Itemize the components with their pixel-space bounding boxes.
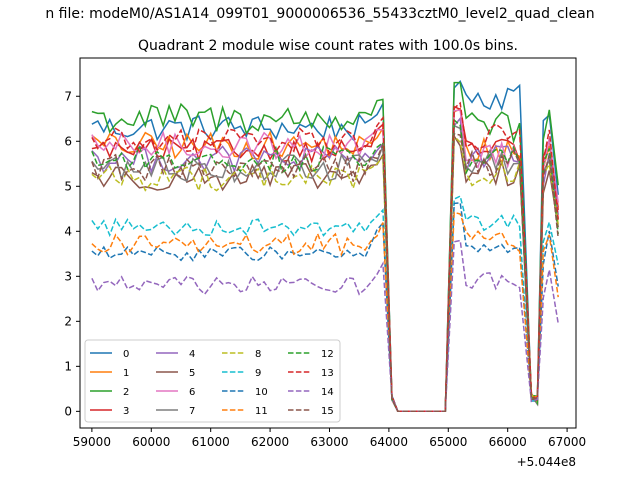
y-tick-label: 3	[64, 269, 72, 283]
legend-label-5: 5	[189, 368, 195, 379]
chart-title: Quadrant 2 module wise count rates with …	[138, 38, 518, 54]
y-tick-label: 5	[64, 179, 72, 193]
series-line-15	[91, 132, 559, 413]
y-tick-label: 6	[64, 134, 72, 148]
legend-label-8: 8	[255, 349, 261, 360]
legend-label-4: 4	[189, 349, 195, 360]
legend-label-2: 2	[123, 387, 129, 398]
series-line-7	[91, 124, 559, 413]
legend-label-3: 3	[123, 406, 129, 417]
legend-label-0: 0	[123, 349, 129, 360]
x-tick-label: 65000	[429, 435, 467, 449]
y-tick-label: 0	[64, 404, 72, 418]
axes-frame	[79, 57, 577, 429]
series-line-10	[91, 201, 559, 413]
x-tick-label: 62000	[251, 435, 289, 449]
legend-label-9: 9	[255, 368, 261, 379]
series-line-6	[91, 109, 559, 413]
x-axis: 59000 60000 61000 62000 63000 64000 65000 66000…	[73, 428, 586, 449]
legend-label-15: 15	[321, 406, 334, 417]
legend-label-6: 6	[189, 387, 195, 398]
x-tick-label: 63000	[310, 435, 348, 449]
legend-label-1: 1	[123, 368, 129, 379]
plot-area: 59000 60000 61000 62000 63000 64000 65000 66000…	[64, 57, 586, 469]
y-tick-label: 1	[64, 359, 72, 373]
series-line-0	[91, 80, 559, 413]
legend-label-7: 7	[189, 406, 195, 417]
y-axis: 0 1 2 3 4 5 6 7	[64, 89, 80, 418]
series-line-14	[91, 239, 559, 413]
y-tick-label: 7	[64, 89, 72, 103]
series-line-12	[91, 118, 559, 413]
y-tick-label: 4	[64, 224, 72, 238]
y-tick-label: 2	[64, 314, 72, 328]
x-tick-label: 64000	[370, 435, 408, 449]
x-tick-label: 67000	[548, 435, 586, 449]
legend-label-12: 12	[321, 349, 334, 360]
legend-label-13: 13	[321, 368, 334, 379]
figure-suptitle: n file: modeM0/AS1A14_099T01_9000006536_…	[45, 6, 594, 22]
series-line-11	[91, 211, 559, 413]
series-layer	[91, 80, 559, 413]
series-line-5	[91, 133, 559, 413]
series-line-13	[91, 101, 559, 413]
series-line-2	[91, 81, 559, 413]
series-line-8	[91, 134, 559, 413]
x-offset-label: +5.044e8	[517, 455, 576, 469]
x-tick-label: 59000	[73, 435, 111, 449]
legend-label-10: 10	[255, 387, 268, 398]
series-line-9	[91, 195, 559, 413]
x-tick-label: 61000	[192, 435, 230, 449]
x-tick-label: 60000	[132, 435, 170, 449]
x-tick-label: 66000	[489, 435, 527, 449]
legend-label-14: 14	[321, 387, 334, 398]
legend-frame	[84, 339, 341, 423]
legend-label-11: 11	[255, 406, 268, 417]
